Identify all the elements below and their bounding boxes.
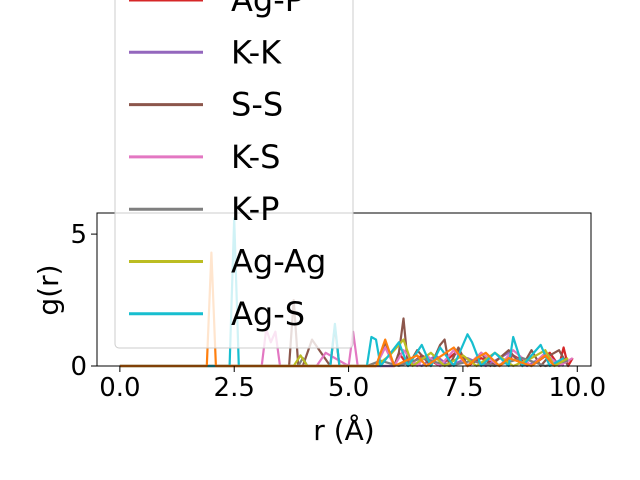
legend-label: Ag-S [231, 295, 305, 333]
y-axis-label: g(r) [32, 264, 65, 315]
legend-label: Ag-P [231, 0, 304, 19]
x-axis: 0.0 2.5 5.0 7.5 10.0 [99, 366, 606, 403]
legend: Ag-P K-K S-S K-S K-P Ag-Ag Ag-S [114, 0, 354, 349]
legend-label: K-S [231, 138, 280, 176]
legend-label: S-S [231, 86, 283, 124]
x-tick-label: 7.5 [442, 373, 483, 403]
x-tick-label: 10.0 [548, 373, 606, 403]
legend-label: K-K [231, 33, 282, 71]
y-tick-label: 0 [70, 352, 87, 382]
legend-entries: Ag-P K-K S-S K-S K-P Ag-Ag Ag-S [129, 0, 326, 333]
x-tick-label: 0.0 [99, 373, 140, 403]
x-tick-label: 5.0 [328, 373, 369, 403]
x-tick-label: 2.5 [214, 373, 255, 403]
y-tick-label: 5 [70, 220, 87, 250]
y-axis: 05 [70, 220, 97, 382]
legend-label: K-P [231, 190, 279, 228]
legend-label: Ag-Ag [231, 243, 326, 281]
x-axis-label: r (Å) [313, 413, 374, 447]
